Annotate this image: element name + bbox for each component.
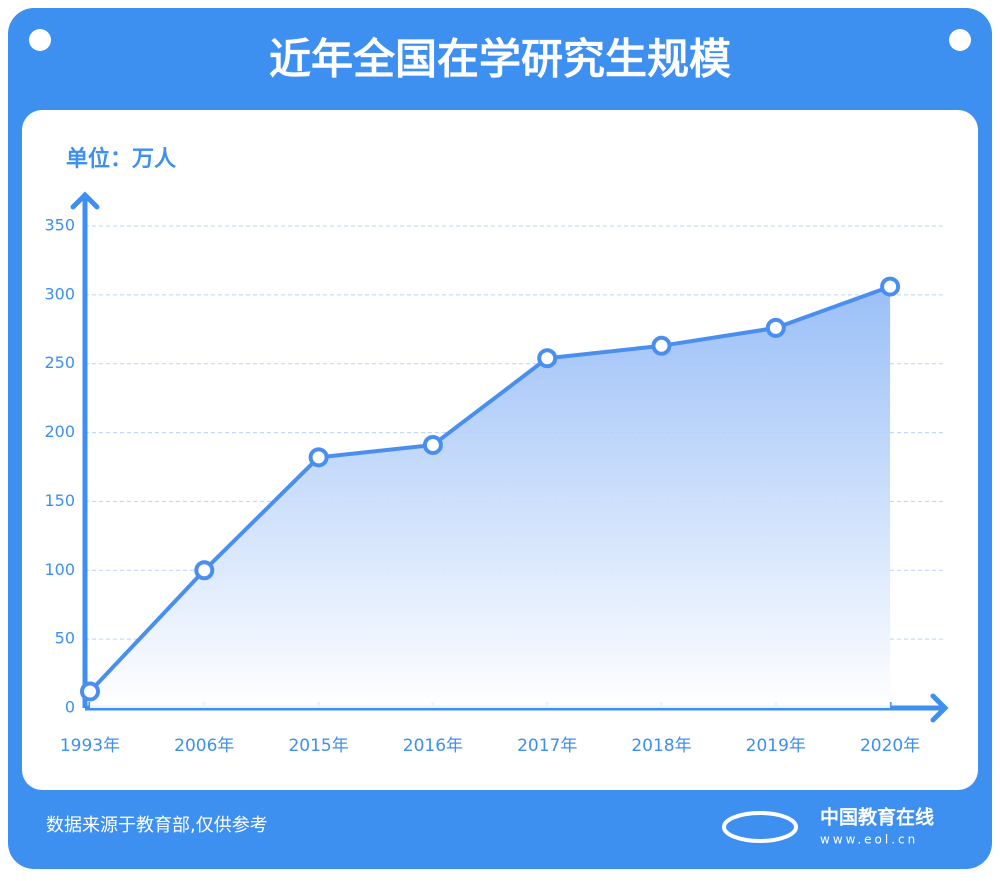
x-tick-label: 2019年 xyxy=(746,736,806,756)
y-tick-label: 300 xyxy=(44,284,75,303)
point xyxy=(308,447,329,468)
area xyxy=(90,286,891,708)
x-tick-label: 2017年 xyxy=(517,736,577,756)
y-tick-label: 250 xyxy=(44,353,75,372)
dot xyxy=(29,29,51,51)
point xyxy=(651,335,672,356)
x-tick-label: 2006年 xyxy=(174,736,234,756)
logo: 中国教育在线 www.eol.cn xyxy=(722,806,934,847)
brand-url: www.eol.cn xyxy=(820,833,918,847)
point xyxy=(880,276,901,297)
y-tick-label: 200 xyxy=(44,422,75,441)
logo-mark xyxy=(722,811,798,843)
chart-title: 近年全国在学研究生规模 xyxy=(269,35,731,84)
point xyxy=(537,348,558,369)
point xyxy=(80,681,100,702)
line xyxy=(88,284,891,693)
y-axis-label: 单位：万人 xyxy=(66,146,176,172)
x-tick-label: 1993年 xyxy=(60,736,120,756)
point xyxy=(422,434,443,455)
x-axis-arrow xyxy=(930,693,949,723)
y-tick-label: 0 xyxy=(65,698,75,717)
y-tick-label: 150 xyxy=(44,491,75,510)
point xyxy=(765,317,786,338)
x-tick-label: 2016年 xyxy=(403,736,463,756)
brand-name: 中国教育在线 xyxy=(820,806,934,829)
point xyxy=(194,560,215,581)
x-tick-label: 2018年 xyxy=(631,736,691,756)
y-tick-label: 100 xyxy=(44,560,75,579)
x-tick-label: 2020年 xyxy=(860,736,920,756)
y-axis-arrow xyxy=(70,191,100,210)
source-note: 数据来源于教育部,仅供参考 xyxy=(46,815,268,836)
y-tick-label: 50 xyxy=(55,629,75,648)
y-tick-label: 350 xyxy=(44,216,75,235)
x-tick-label: 2015年 xyxy=(288,736,348,756)
dot xyxy=(949,29,971,51)
